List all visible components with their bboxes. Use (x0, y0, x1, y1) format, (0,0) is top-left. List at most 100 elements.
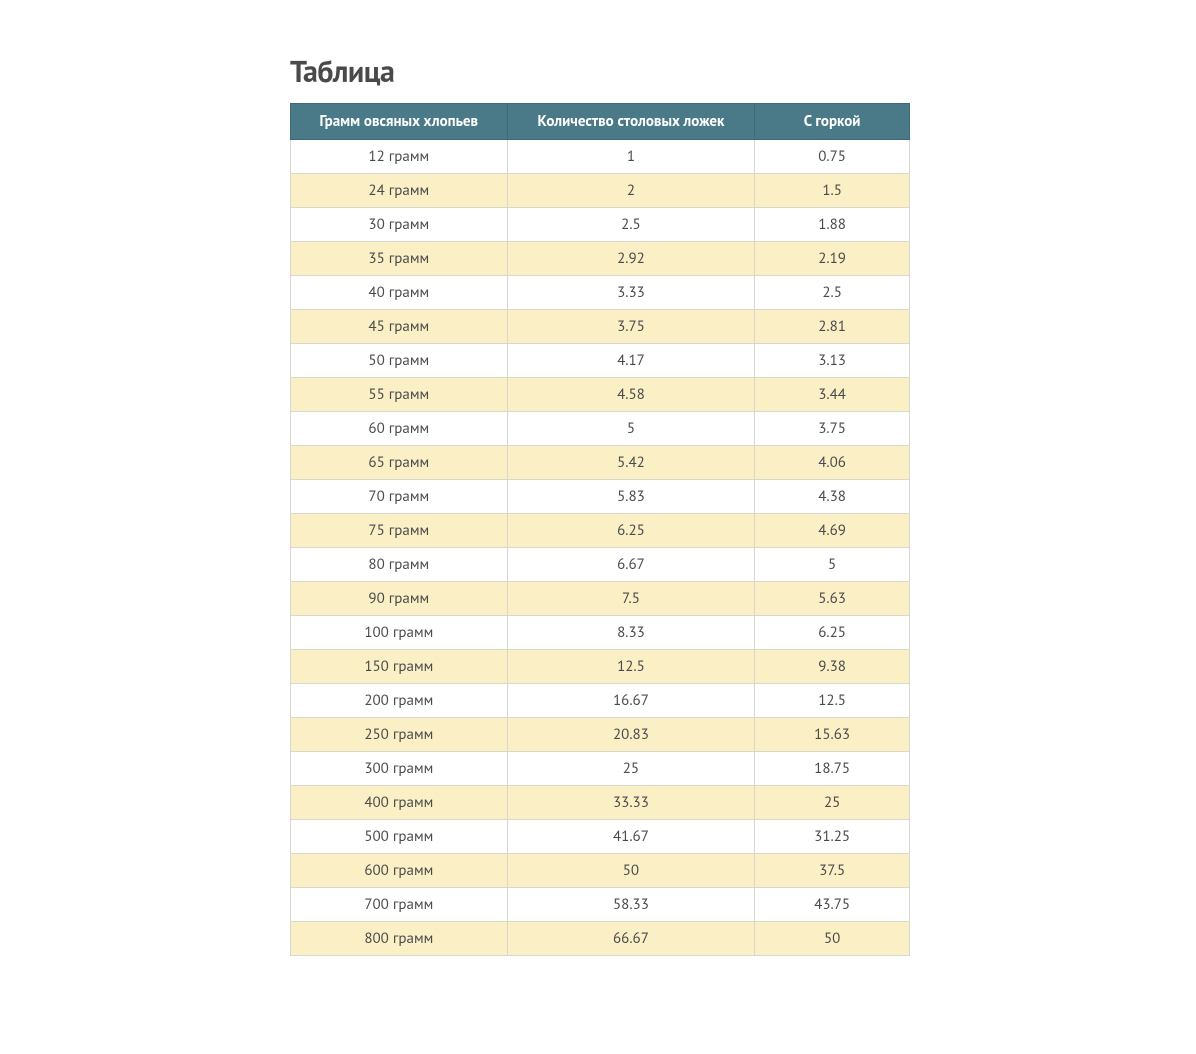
table-cell: 150 грамм (291, 650, 508, 684)
table-cell: 1 (507, 140, 755, 174)
table-row: 500 грамм41.6731.25 (291, 820, 910, 854)
table-cell: 12 грамм (291, 140, 508, 174)
table-cell: 6.25 (755, 616, 910, 650)
table-header-row: Грамм овсяных хлопьев Количество столовы… (291, 104, 910, 140)
table-cell: 250 грамм (291, 718, 508, 752)
content-wrap: Таблица Грамм овсяных хлопьев Количество… (290, 52, 910, 956)
table-cell: 16.67 (507, 684, 755, 718)
page-title: Таблица (290, 52, 910, 91)
table-row: 80 грамм6.675 (291, 548, 910, 582)
table-cell: 75 грамм (291, 514, 508, 548)
table-cell: 25 (507, 752, 755, 786)
table-row: 90 грамм7.55.63 (291, 582, 910, 616)
table-cell: 3.75 (507, 310, 755, 344)
table-row: 250 грамм20.8315.63 (291, 718, 910, 752)
table-row: 30 грамм2.51.88 (291, 208, 910, 242)
table-cell: 3.75 (755, 412, 910, 446)
col-header-grams: Грамм овсяных хлопьев (291, 104, 508, 140)
table-cell: 50 (755, 922, 910, 956)
table-row: 60 грамм53.75 (291, 412, 910, 446)
table-cell: 4.69 (755, 514, 910, 548)
table-cell: 5.42 (507, 446, 755, 480)
table-row: 45 грамм3.752.81 (291, 310, 910, 344)
table-row: 600 грамм5037.5 (291, 854, 910, 888)
table-row: 35 грамм2.922.19 (291, 242, 910, 276)
table-cell: 2.92 (507, 242, 755, 276)
table-cell: 12.5 (507, 650, 755, 684)
table-cell: 43.75 (755, 888, 910, 922)
table-cell: 50 (507, 854, 755, 888)
table-cell: 37.5 (755, 854, 910, 888)
table-cell: 400 грамм (291, 786, 508, 820)
table-cell: 200 грамм (291, 684, 508, 718)
table-cell: 41.67 (507, 820, 755, 854)
table-cell: 0.75 (755, 140, 910, 174)
table-cell: 1.88 (755, 208, 910, 242)
table-row: 800 грамм66.6750 (291, 922, 910, 956)
table-row: 50 грамм4.173.13 (291, 344, 910, 378)
table-cell: 4.06 (755, 446, 910, 480)
table-cell: 33.33 (507, 786, 755, 820)
table-row: 300 грамм2518.75 (291, 752, 910, 786)
table-row: 700 грамм58.3343.75 (291, 888, 910, 922)
table-cell: 8.33 (507, 616, 755, 650)
table-cell: 18.75 (755, 752, 910, 786)
table-cell: 100 грамм (291, 616, 508, 650)
oatflakes-table: Грамм овсяных хлопьев Количество столовы… (290, 103, 910, 956)
table-cell: 65 грамм (291, 446, 508, 480)
table-cell: 5 (507, 412, 755, 446)
table-cell: 66.67 (507, 922, 755, 956)
table-cell: 90 грамм (291, 582, 508, 616)
table-cell: 12.5 (755, 684, 910, 718)
table-cell: 3.13 (755, 344, 910, 378)
table-cell: 800 грамм (291, 922, 508, 956)
table-cell: 5 (755, 548, 910, 582)
col-header-spoons: Количество столовых ложек (507, 104, 755, 140)
table-cell: 45 грамм (291, 310, 508, 344)
table-cell: 2.5 (755, 276, 910, 310)
table-cell: 6.67 (507, 548, 755, 582)
table-cell: 50 грамм (291, 344, 508, 378)
table-cell: 600 грамм (291, 854, 508, 888)
table-cell: 5.63 (755, 582, 910, 616)
table-cell: 2 (507, 174, 755, 208)
table-row: 65 грамм5.424.06 (291, 446, 910, 480)
table-cell: 20.83 (507, 718, 755, 752)
table-cell: 70 грамм (291, 480, 508, 514)
table-row: 12 грамм10.75 (291, 140, 910, 174)
table-cell: 58.33 (507, 888, 755, 922)
table-cell: 7.5 (507, 582, 755, 616)
table-cell: 4.58 (507, 378, 755, 412)
table-cell: 25 (755, 786, 910, 820)
table-row: 75 грамм6.254.69 (291, 514, 910, 548)
table-cell: 30 грамм (291, 208, 508, 242)
table-row: 100 грамм8.336.25 (291, 616, 910, 650)
table-cell: 6.25 (507, 514, 755, 548)
table-cell: 4.17 (507, 344, 755, 378)
table-cell: 24 грамм (291, 174, 508, 208)
table-row: 70 грамм5.834.38 (291, 480, 910, 514)
table-row: 40 грамм3.332.5 (291, 276, 910, 310)
table-cell: 5.83 (507, 480, 755, 514)
table-cell: 700 грамм (291, 888, 508, 922)
table-row: 400 грамм33.3325 (291, 786, 910, 820)
table-cell: 500 грамм (291, 820, 508, 854)
col-header-heaped: С горкой (755, 104, 910, 140)
table-cell: 2.5 (507, 208, 755, 242)
table-cell: 31.25 (755, 820, 910, 854)
table-cell: 15.63 (755, 718, 910, 752)
table-cell: 60 грамм (291, 412, 508, 446)
table-cell: 80 грамм (291, 548, 508, 582)
table-row: 150 грамм12.59.38 (291, 650, 910, 684)
table-cell: 2.81 (755, 310, 910, 344)
table-cell: 300 грамм (291, 752, 508, 786)
table-cell: 1.5 (755, 174, 910, 208)
table-row: 55 грамм4.583.44 (291, 378, 910, 412)
table-head: Грамм овсяных хлопьев Количество столовы… (291, 104, 910, 140)
table-cell: 2.19 (755, 242, 910, 276)
table-cell: 9.38 (755, 650, 910, 684)
table-cell: 55 грамм (291, 378, 508, 412)
table-cell: 3.33 (507, 276, 755, 310)
table-cell: 3.44 (755, 378, 910, 412)
table-cell: 4.38 (755, 480, 910, 514)
